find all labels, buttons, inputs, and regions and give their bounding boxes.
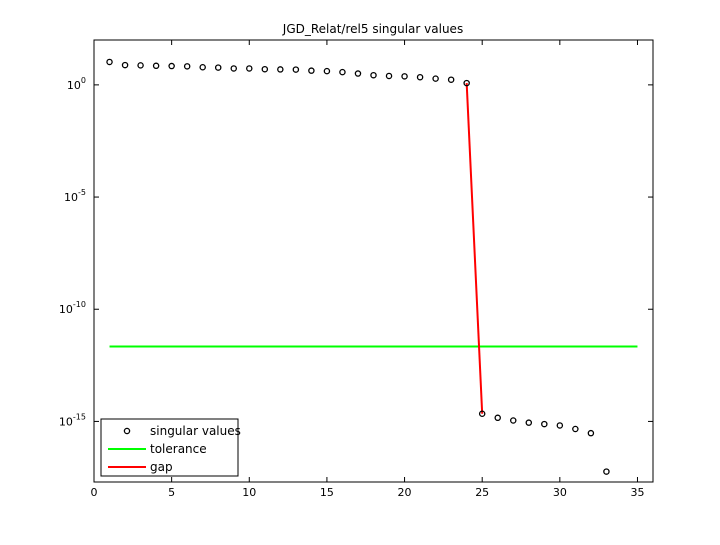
legend-label: singular values xyxy=(150,424,241,438)
data-point xyxy=(106,58,113,66)
data-point xyxy=(137,62,144,69)
data-point xyxy=(152,62,160,70)
plot-area xyxy=(94,40,653,482)
legend: singular values tolerance gap xyxy=(100,418,241,477)
x-tick-label: 10 xyxy=(242,486,256,499)
data-point xyxy=(401,73,408,80)
x-tick-label: 20 xyxy=(398,486,412,499)
data-point xyxy=(323,67,331,75)
x-tick-label: 0 xyxy=(91,486,98,499)
data-point xyxy=(199,64,206,71)
data-point xyxy=(478,410,486,417)
y-tick-label: 10-15 xyxy=(59,412,86,428)
legend-label: gap xyxy=(150,460,173,474)
data-point xyxy=(308,67,315,74)
x-tick-label: 30 xyxy=(553,486,567,499)
data-point xyxy=(370,71,377,79)
y-tick-label: 10-10 xyxy=(59,300,86,316)
data-point xyxy=(509,417,517,424)
data-point xyxy=(121,61,129,69)
data-point xyxy=(572,425,579,433)
axes-layer: 0 5 10 15 20 25 30 35 100 10-5 10-10 10-15 xyxy=(59,39,654,499)
data-point xyxy=(556,422,564,429)
data-point xyxy=(230,65,237,72)
series-line-gap xyxy=(465,83,484,414)
data-point xyxy=(603,468,610,475)
y-tick-label: 100 xyxy=(67,76,86,92)
data-point xyxy=(525,419,533,426)
data-point xyxy=(447,76,455,83)
data-point xyxy=(432,75,439,82)
data-point xyxy=(168,62,175,70)
legend-label: tolerance xyxy=(150,442,207,456)
data-point xyxy=(385,72,393,80)
data-point xyxy=(541,420,548,428)
data-point xyxy=(277,66,284,73)
x-tick-label: 15 xyxy=(320,486,334,499)
data-point xyxy=(339,68,346,76)
data-point xyxy=(183,63,191,70)
data-point xyxy=(494,414,501,422)
x-tick-label: 25 xyxy=(475,486,489,499)
x-tick-label: 5 xyxy=(168,486,175,499)
data-point xyxy=(214,64,222,71)
data-point xyxy=(292,66,300,73)
x-tick-label: 35 xyxy=(630,486,644,499)
data-point xyxy=(246,65,253,72)
data-point xyxy=(261,65,269,73)
data-point xyxy=(354,70,362,77)
legend-marker-singular-values xyxy=(123,427,131,435)
series-layer xyxy=(106,58,638,475)
axes-box xyxy=(93,39,654,483)
chart-title: JGD_Relat/rel5 singular values xyxy=(282,22,463,36)
data-point xyxy=(463,79,470,87)
data-point xyxy=(587,429,595,437)
data-point xyxy=(416,73,424,81)
y-tick-label: 10-5 xyxy=(64,188,86,204)
